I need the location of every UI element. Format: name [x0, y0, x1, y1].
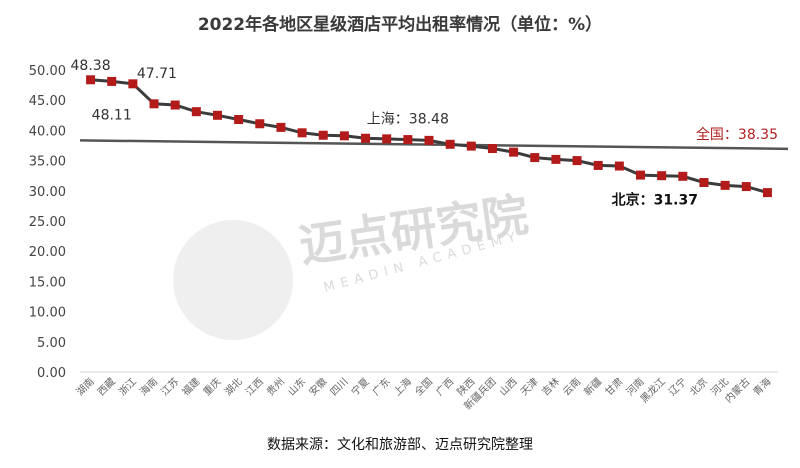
y-tick-label: 35.00: [29, 155, 66, 170]
data-point-marker: [678, 171, 688, 181]
data-point-marker: [657, 171, 667, 181]
x-category-label: 重庆: [200, 375, 223, 398]
data-point-marker: [720, 180, 730, 190]
data-point-marker: [572, 156, 582, 166]
watermark-logo-icon: [173, 220, 293, 340]
data-point-marker: [339, 131, 349, 141]
x-category-label: 宁夏: [348, 375, 371, 398]
x-category-label: 安徽: [306, 375, 329, 398]
annotation-hunan: 48.38: [71, 58, 111, 74]
data-point-marker: [361, 133, 371, 143]
x-category-label: 青海: [750, 375, 773, 398]
data-point-marker: [382, 134, 392, 144]
series-markers: [86, 75, 772, 198]
x-axis-categories: 湖南 西藏 浙江 海南 江苏 福建 重庆 湖北 江西 贵州 山东 安徽 四川 宁夏 广东 上海 全国 广西 陕西新疆…: [73, 375, 773, 412]
x-category-label: 四川: [329, 376, 351, 398]
x-category-label: 广西: [434, 376, 457, 399]
data-point-marker: [86, 75, 96, 85]
x-category-label: 西藏: [95, 376, 118, 399]
x-category-label: 山东: [285, 375, 308, 398]
x-category-label: 山西: [497, 376, 520, 399]
data-point-marker: [318, 130, 328, 140]
y-axis-ticks: 0.00 5.00 10.00 15.00 20.00 25.00 30.00 35.00 40…: [29, 64, 66, 381]
x-category-label: 新疆: [581, 375, 604, 398]
reference-line-label: 全国：38.35: [696, 126, 778, 143]
reference-line-national: [79, 139, 789, 151]
y-tick-label: 20.00: [29, 245, 66, 260]
x-category-label: 海南: [137, 375, 160, 398]
y-tick-label: 30.00: [29, 185, 66, 200]
data-point-marker: [487, 144, 497, 154]
x-category-label: 湖南: [73, 375, 96, 398]
annotation-shanghai: 上海：38.48: [367, 112, 449, 128]
data-point-marker: [234, 115, 244, 125]
y-tick-label: 0.00: [37, 366, 66, 381]
x-category-label: 全国: [412, 375, 435, 398]
data-point-marker: [530, 153, 540, 163]
x-category-label: 福建: [179, 375, 202, 398]
x-category-label: 湖北: [222, 376, 245, 399]
data-point-marker: [614, 161, 624, 171]
annotation-xizang: 48.11: [92, 107, 132, 123]
x-category-label: 辽宁: [666, 375, 689, 398]
data-point-marker: [191, 107, 201, 117]
annotations: 48.38 48.11 47.71 上海：38.48 北京：31.37 全国：3…: [71, 58, 778, 209]
x-category-label: 云南: [560, 375, 583, 398]
x-category-label: 江苏: [158, 375, 181, 398]
data-point-marker: [276, 122, 286, 132]
data-point-marker: [699, 178, 709, 188]
x-category-label: 浙江: [116, 376, 139, 399]
data-point-marker: [636, 170, 646, 180]
x-category-label: 吉林: [539, 375, 562, 398]
data-point-marker: [297, 128, 307, 138]
data-point-marker: [593, 160, 603, 170]
data-point-marker: [466, 141, 476, 151]
data-point-marker: [403, 135, 413, 145]
annotation-zhejiang: 47.71: [137, 66, 177, 82]
data-point-marker: [255, 119, 265, 129]
data-point-marker: [445, 139, 455, 149]
x-category-label: 甘肃: [602, 375, 625, 398]
data-point-marker: [741, 182, 751, 192]
annotation-beijing: 北京：31.37: [612, 192, 698, 209]
x-category-label: 贵州: [264, 375, 287, 398]
data-point-marker: [170, 100, 180, 110]
data-point-marker: [551, 154, 561, 164]
data-point-marker: [149, 99, 159, 109]
data-point-marker: [212, 110, 222, 120]
watermark: 迈点研究院 MEADIN ACADEMY: [173, 187, 531, 340]
y-tick-label: 15.00: [29, 275, 66, 290]
chart-source: 数据来源：文化和旅游部、迈点研究院整理: [267, 437, 533, 453]
data-point-marker: [424, 135, 434, 145]
data-point-marker: [509, 147, 519, 157]
y-tick-label: 25.00: [29, 215, 66, 230]
data-point-marker: [128, 79, 138, 89]
y-tick-label: 40.00: [29, 124, 66, 139]
y-tick-label: 50.00: [29, 64, 66, 79]
x-category-label: 上海: [391, 375, 414, 398]
y-tick-label: 5.00: [37, 336, 66, 351]
data-point-marker: [107, 76, 117, 86]
chart-title: 2022年各地区星级酒店平均出租率情况（单位：%）: [197, 15, 603, 35]
x-category-label: 江西: [243, 376, 266, 399]
x-category-label: 北京: [687, 375, 710, 398]
y-tick-label: 10.00: [29, 306, 66, 321]
x-category-label: 天津: [518, 376, 541, 399]
data-point-marker: [762, 188, 772, 198]
y-tick-label: 45.00: [29, 94, 66, 109]
x-category-label: 广东: [369, 375, 392, 398]
